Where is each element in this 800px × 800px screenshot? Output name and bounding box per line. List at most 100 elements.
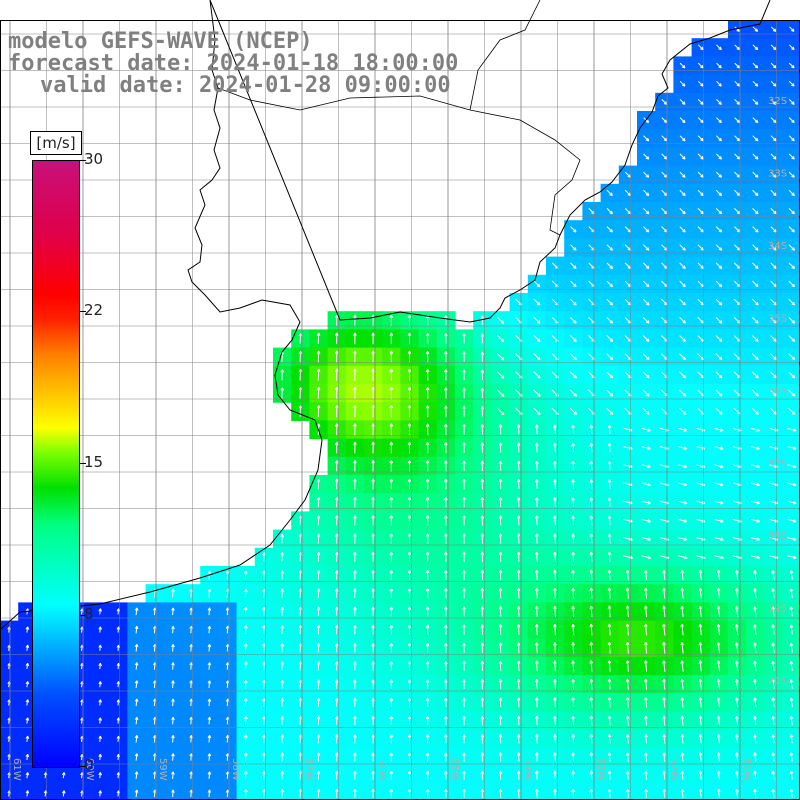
wind-arrow (627, 752, 629, 762)
wind-arrow-head (316, 551, 321, 556)
wind-arrow (606, 353, 614, 361)
wind-arrow (536, 660, 538, 672)
wind-arrow-head (772, 28, 777, 32)
wind-arrow-head (736, 174, 741, 178)
wind-arrow-head (334, 350, 339, 354)
wind-arrow (735, 606, 739, 617)
wind-arrow-head (262, 643, 266, 647)
wind-arrow-head (316, 716, 321, 720)
wind-arrow (660, 353, 668, 361)
wind-arrow (554, 789, 556, 798)
wind-arrow (135, 789, 138, 798)
wind-arrow-head (683, 464, 688, 469)
latitude-label: 36S (768, 386, 787, 397)
wind-arrow (663, 752, 666, 762)
wind-arrow-head (683, 501, 688, 505)
wind-arrow (715, 389, 723, 397)
wind-arrow (661, 99, 668, 105)
wind-arrow (770, 62, 777, 69)
wind-arrow (717, 588, 720, 599)
wind-arrow (714, 427, 724, 432)
wind-arrow-head (698, 642, 703, 646)
wind-arrow-head (498, 752, 503, 756)
wind-arrow (714, 500, 724, 504)
wind-arrow (681, 770, 684, 780)
wind-arrow-head (334, 478, 339, 482)
wind-arrow-head (389, 423, 394, 427)
wind-arrow (752, 117, 759, 123)
wind-arrow-head (571, 533, 575, 537)
wind-arrow (714, 482, 724, 486)
wind-arrow-head (734, 642, 739, 646)
wind-arrow (699, 752, 702, 762)
wind-arrow-head (553, 533, 557, 537)
wind-arrow-head (789, 697, 794, 701)
wind-arrow (751, 407, 759, 415)
wind-arrow-head (607, 515, 612, 519)
wind-arrow (663, 570, 666, 581)
wind-arrow (770, 353, 777, 361)
wind-arrow (679, 407, 686, 415)
wind-arrow-head (462, 661, 466, 665)
wind-arrow-head (589, 605, 594, 609)
wind-arrow (736, 716, 739, 726)
wind-arrow-head (425, 496, 430, 501)
wind-arrow (788, 244, 795, 251)
wind-arrow (697, 117, 704, 123)
wind-arrow-head (771, 588, 775, 592)
wind-arrow (626, 623, 629, 636)
wind-arrow-head (646, 411, 650, 415)
wind-arrow-head (516, 460, 521, 465)
wind-arrow-head (298, 515, 303, 519)
wind-arrow-head (625, 752, 630, 756)
wind-arrow-head (462, 752, 466, 756)
wind-arrow-head (171, 588, 175, 592)
wind-arrow (733, 262, 741, 269)
wind-arrow (734, 208, 741, 215)
wind-arrow-head (756, 519, 760, 523)
wind-arrow-head (682, 265, 686, 269)
wind-arrow-head (444, 734, 448, 738)
wind-arrow-head (609, 320, 614, 324)
wind-arrow (663, 678, 666, 690)
wind-arrow-head (534, 533, 539, 537)
wind-arrow-head (792, 537, 797, 541)
wind-arrow (734, 44, 740, 51)
wind-arrow (715, 317, 723, 324)
wind-arrow-head (207, 625, 212, 629)
wind-arrow-head (371, 679, 375, 683)
wind-arrow-head (682, 320, 686, 324)
wind-arrow (643, 189, 650, 196)
wind-arrow (788, 117, 795, 123)
wind-arrow (699, 606, 702, 617)
wind-arrow-head (134, 662, 139, 666)
wind-arrow (679, 335, 686, 342)
wind-arrow (697, 244, 704, 251)
wind-arrow (770, 298, 777, 306)
wind-arrow-head (462, 569, 466, 574)
wind-arrow (588, 389, 595, 397)
wind-arrow (572, 443, 575, 453)
wind-arrow (554, 551, 556, 562)
wind-arrow (172, 680, 174, 688)
wind-arrow (661, 244, 668, 251)
wind-arrow-head (718, 411, 723, 415)
wind-arrow-head (754, 174, 759, 178)
wind-arrow-head (716, 715, 721, 719)
wind-arrow-head (553, 479, 557, 483)
wind-arrow-head (553, 515, 557, 519)
wind-arrow (226, 588, 229, 598)
wind-arrow (787, 482, 797, 486)
wind-arrow-head (753, 642, 757, 646)
wind-arrow-head (425, 734, 430, 738)
wind-arrow-head (607, 551, 612, 555)
wind-arrow-head (316, 679, 321, 683)
wind-arrow (645, 642, 648, 654)
wind-arrow-head (736, 64, 740, 69)
wind-arrow-head (645, 156, 650, 160)
wind-arrow-head (772, 46, 777, 51)
wind-arrow (588, 262, 595, 269)
wind-arrow-head (682, 210, 686, 215)
wind-arrow-head (516, 715, 521, 720)
